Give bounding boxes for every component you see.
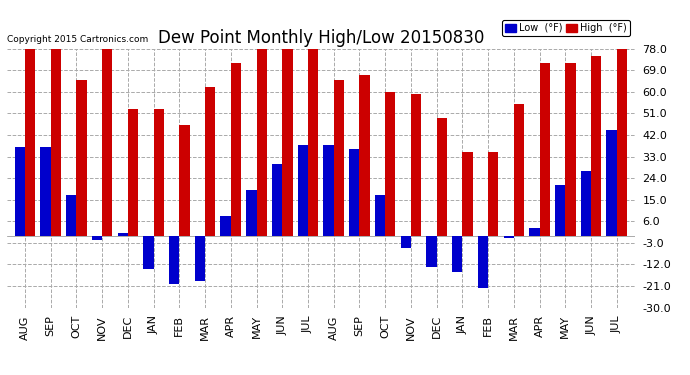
Bar	[452, 236, 462, 272]
Bar	[478, 236, 488, 288]
Bar	[607, 130, 617, 236]
Bar	[617, 49, 627, 236]
Bar	[437, 118, 447, 236]
Legend: Low  (°F), High  (°F): Low (°F), High (°F)	[502, 20, 630, 36]
Bar	[529, 228, 540, 236]
Bar	[375, 195, 385, 236]
Bar	[272, 164, 282, 236]
Bar	[169, 236, 179, 284]
Bar	[14, 147, 25, 236]
Bar	[25, 49, 35, 236]
Bar	[565, 63, 575, 236]
Bar	[230, 63, 241, 236]
Bar	[144, 236, 154, 269]
Bar	[324, 145, 334, 236]
Bar	[128, 109, 138, 236]
Bar	[591, 56, 602, 236]
Bar	[401, 236, 411, 248]
Bar	[246, 190, 257, 236]
Bar	[179, 125, 190, 236]
Bar	[195, 236, 205, 281]
Bar	[504, 236, 514, 238]
Bar	[102, 49, 112, 236]
Text: Copyright 2015 Cartronics.com: Copyright 2015 Cartronics.com	[7, 34, 148, 44]
Bar	[359, 75, 370, 236]
Bar	[426, 236, 437, 267]
Bar	[92, 236, 102, 240]
Bar	[555, 185, 565, 236]
Bar	[205, 87, 215, 236]
Bar	[514, 104, 524, 236]
Bar	[334, 80, 344, 236]
Bar	[581, 171, 591, 236]
Title: Dew Point Monthly High/Low 20150830: Dew Point Monthly High/Low 20150830	[157, 29, 484, 47]
Bar	[154, 109, 164, 236]
Bar	[411, 94, 421, 236]
Bar	[540, 63, 550, 236]
Bar	[50, 49, 61, 236]
Bar	[221, 216, 230, 236]
Bar	[257, 49, 267, 236]
Bar	[297, 145, 308, 236]
Bar	[66, 195, 77, 236]
Bar	[308, 49, 318, 236]
Bar	[349, 149, 359, 236]
Bar	[117, 233, 128, 236]
Bar	[385, 92, 395, 236]
Bar	[488, 152, 498, 236]
Bar	[40, 147, 50, 236]
Bar	[462, 152, 473, 236]
Bar	[282, 49, 293, 236]
Bar	[77, 80, 87, 236]
